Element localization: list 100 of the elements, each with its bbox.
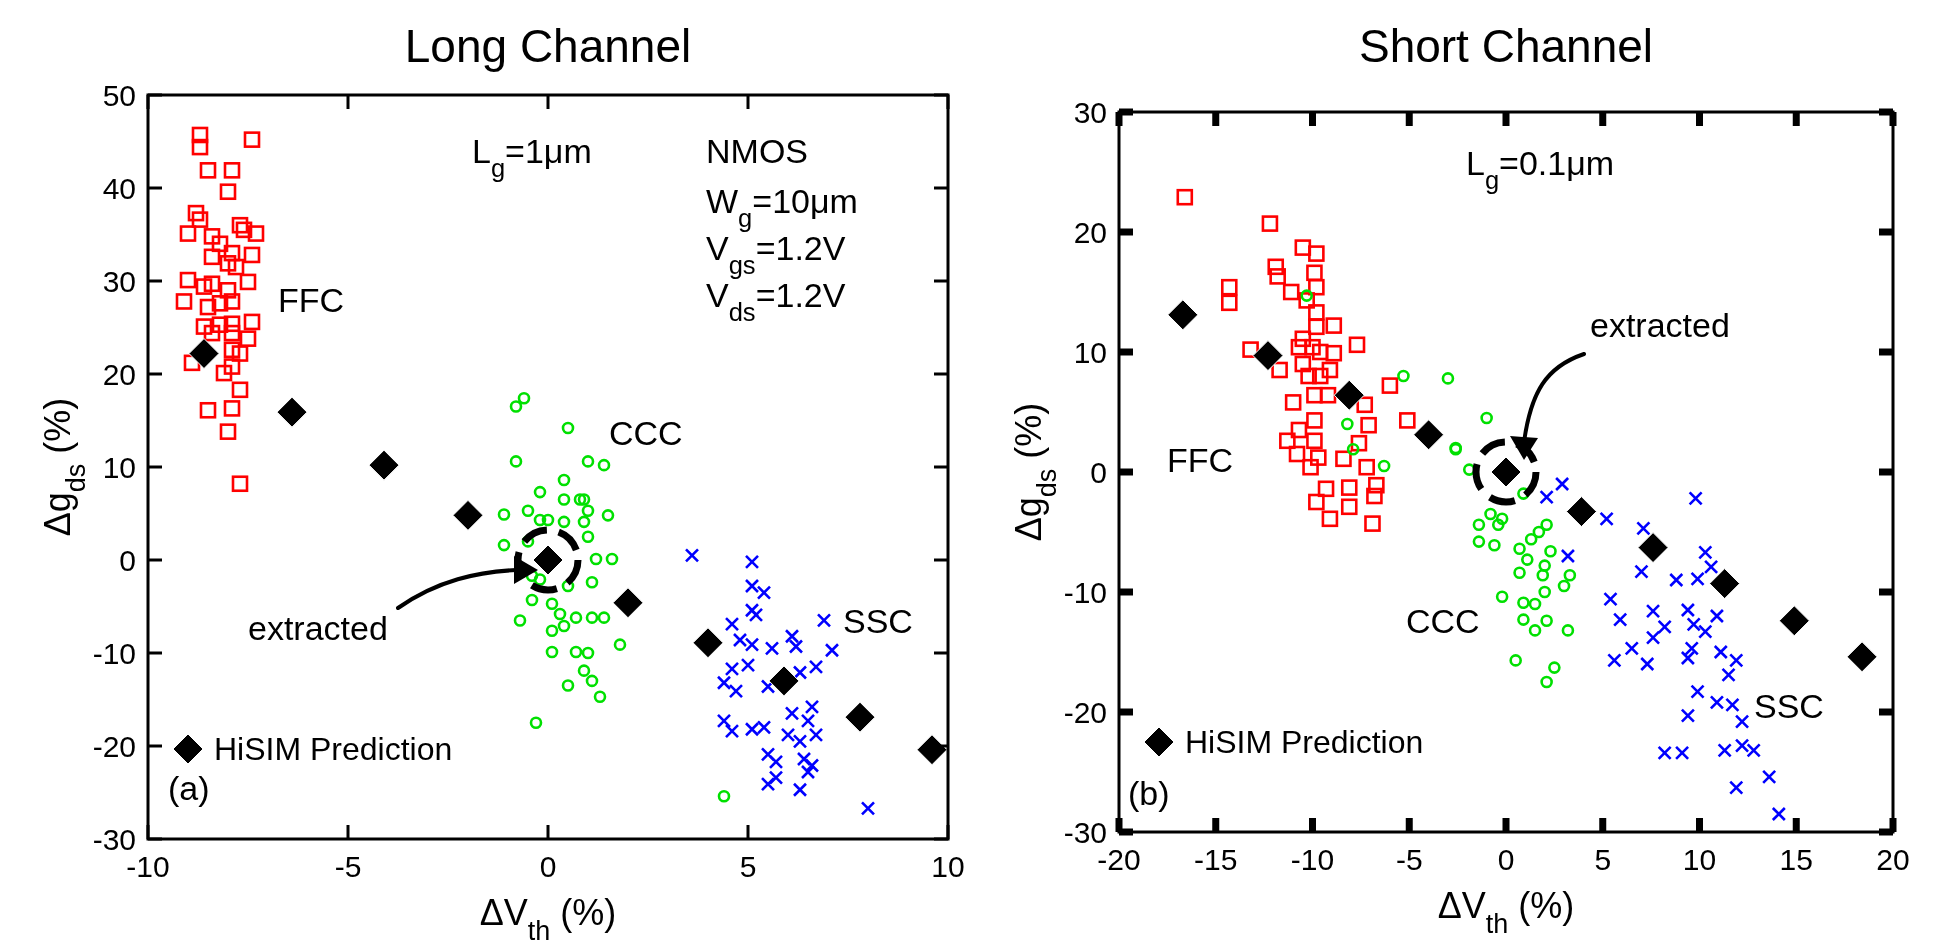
point	[1319, 386, 1337, 404]
point	[1698, 624, 1713, 639]
point	[1348, 336, 1366, 354]
point	[760, 776, 776, 792]
point	[800, 713, 816, 729]
legend-label: HiSIM Prediction	[214, 731, 453, 768]
point	[1317, 480, 1335, 498]
point	[1358, 458, 1375, 476]
point	[768, 754, 784, 770]
point	[804, 699, 820, 715]
point	[223, 358, 241, 375]
point	[601, 509, 615, 522]
x-tick-label: 5	[1594, 843, 1612, 876]
point	[1368, 476, 1385, 494]
point	[1221, 294, 1238, 312]
point	[1532, 525, 1546, 539]
point	[497, 538, 511, 552]
point	[199, 162, 217, 179]
point	[1308, 278, 1325, 296]
point	[1688, 491, 1703, 506]
point	[1607, 653, 1622, 668]
point	[788, 639, 804, 654]
point	[223, 400, 241, 417]
point	[1308, 493, 1325, 511]
point	[1536, 568, 1550, 582]
point	[1311, 367, 1329, 385]
point	[179, 225, 197, 242]
annotation: NMOS	[706, 132, 808, 170]
point	[1709, 568, 1741, 600]
point	[1269, 268, 1286, 285]
point	[717, 789, 731, 803]
point	[239, 273, 257, 291]
point	[513, 614, 527, 627]
point	[211, 235, 229, 253]
point	[1686, 617, 1701, 632]
point	[748, 607, 764, 623]
annotation: (a)	[168, 769, 210, 807]
point	[1645, 603, 1661, 619]
point	[1333, 379, 1365, 411]
point	[808, 659, 824, 675]
point	[223, 341, 241, 359]
point	[1539, 489, 1554, 505]
point	[1495, 590, 1509, 604]
point	[605, 552, 619, 566]
point	[1325, 317, 1343, 334]
point	[211, 295, 229, 312]
point	[533, 513, 547, 527]
point	[1557, 579, 1571, 593]
y-tick-label: 0	[1090, 455, 1107, 489]
point	[732, 632, 748, 648]
point	[203, 275, 221, 293]
point	[744, 637, 760, 652]
point	[1441, 372, 1455, 385]
point	[1397, 369, 1410, 383]
point	[1540, 675, 1553, 689]
point	[1279, 432, 1296, 450]
point	[780, 727, 796, 743]
point	[1495, 512, 1509, 526]
point	[243, 131, 261, 148]
chart-title: Long Channel	[404, 20, 692, 72]
point	[1167, 299, 1199, 331]
annotation: FFC	[1167, 441, 1234, 479]
y-tick-label: 50	[102, 78, 136, 112]
point	[1548, 661, 1561, 674]
point	[545, 645, 559, 659]
point	[824, 642, 840, 658]
point	[1636, 521, 1651, 536]
point	[529, 716, 543, 730]
point	[860, 801, 876, 816]
point	[509, 455, 523, 468]
point	[1399, 412, 1416, 429]
point	[223, 324, 241, 342]
point	[804, 758, 820, 773]
point	[760, 747, 776, 762]
point	[1350, 434, 1368, 452]
legend-label: HiSIM Prediction	[1185, 724, 1424, 761]
point	[612, 587, 644, 619]
point	[1690, 684, 1705, 699]
y-tick-label: 20	[1073, 215, 1107, 249]
point	[1538, 559, 1551, 572]
point	[1284, 394, 1302, 411]
point	[1634, 564, 1649, 579]
point	[724, 616, 740, 632]
point	[1657, 619, 1672, 635]
point	[1308, 245, 1325, 262]
point	[581, 455, 595, 468]
point	[545, 624, 559, 637]
point	[1645, 630, 1661, 645]
point	[1346, 442, 1360, 456]
point	[1381, 377, 1399, 394]
point	[1544, 544, 1557, 558]
point	[203, 228, 221, 245]
point	[1637, 532, 1669, 564]
annotation: CCC	[1406, 602, 1480, 640]
point	[199, 298, 217, 316]
point	[1717, 743, 1732, 758]
point	[1680, 602, 1696, 618]
point	[1540, 518, 1553, 532]
point	[1413, 419, 1445, 451]
point	[1528, 597, 1542, 611]
